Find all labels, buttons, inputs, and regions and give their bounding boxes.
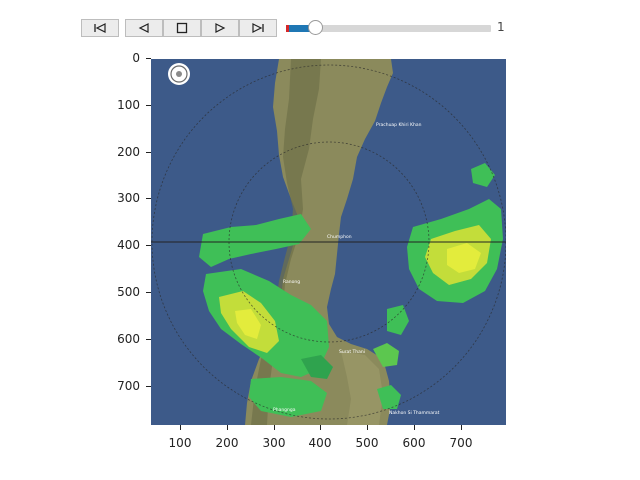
- step-back-icon: [138, 23, 149, 33]
- x-tick: [227, 425, 228, 430]
- x-tick-label: 400: [308, 436, 332, 450]
- y-tick-label: 400: [117, 238, 140, 252]
- radar-image: Prachuap Khiri Khan Chumphon Ranong Sura…: [151, 59, 506, 425]
- place-label: Ranong: [283, 279, 300, 285]
- x-tick: [367, 425, 368, 430]
- x-tick-label: 500: [355, 436, 379, 450]
- y-tick: [146, 292, 151, 293]
- y-tick: [146, 152, 151, 153]
- place-label: Chumphon: [327, 234, 352, 240]
- rain-echoes-east: [387, 163, 503, 335]
- y-tick: [146, 386, 151, 387]
- y-tick-label: 300: [117, 191, 140, 205]
- y-tick: [146, 58, 151, 59]
- y-tick: [146, 245, 151, 246]
- radar-map: Prachuap Khiri Khan Chumphon Ranong Sura…: [151, 59, 506, 425]
- x-tick: [320, 425, 321, 430]
- stop-icon: [176, 22, 188, 34]
- last-frame-button[interactable]: [239, 19, 277, 37]
- slider-fill: [286, 25, 315, 32]
- place-label: Nakhon Si Thammarat: [389, 410, 440, 416]
- play-icon: [215, 23, 226, 33]
- x-tick-label: 300: [262, 436, 286, 450]
- place-label: Surat Thani: [339, 349, 365, 355]
- y-tick: [146, 105, 151, 106]
- y-tick-label: 600: [117, 332, 140, 346]
- east-coast-highland: [341, 351, 383, 425]
- first-frame-button[interactable]: [81, 19, 119, 37]
- stop-button[interactable]: [163, 19, 201, 37]
- place-label: Prachuap Khiri Khan: [376, 122, 422, 128]
- x-tick: [461, 425, 462, 430]
- x-tick-label: 700: [449, 436, 473, 450]
- x-tick: [180, 425, 181, 430]
- slider-track: [286, 25, 491, 32]
- frame-readout: 1: [497, 20, 505, 34]
- y-tick-label: 0: [132, 51, 140, 65]
- y-tick-label: 200: [117, 145, 140, 159]
- skip-to-start-icon: [94, 23, 106, 33]
- x-tick-label: 100: [168, 436, 192, 450]
- x-tick-label: 600: [402, 436, 426, 450]
- rain-echoes-west: [199, 214, 401, 417]
- x-tick: [274, 425, 275, 430]
- previous-frame-button[interactable]: [125, 19, 163, 37]
- y-tick: [146, 198, 151, 199]
- skip-to-end-icon: [252, 23, 264, 33]
- y-tick-label: 700: [117, 379, 140, 393]
- y-tick: [146, 339, 151, 340]
- frame-slider[interactable]: [286, 20, 491, 35]
- department-seal-icon: [168, 63, 190, 85]
- x-tick-label: 200: [215, 436, 239, 450]
- land-ridge: [251, 59, 321, 425]
- x-tick: [414, 425, 415, 430]
- y-tick-label: 500: [117, 285, 140, 299]
- y-tick-label: 100: [117, 98, 140, 112]
- place-label: Phangnga: [273, 407, 296, 413]
- play-button[interactable]: [201, 19, 239, 37]
- slider-thumb[interactable]: [307, 20, 323, 35]
